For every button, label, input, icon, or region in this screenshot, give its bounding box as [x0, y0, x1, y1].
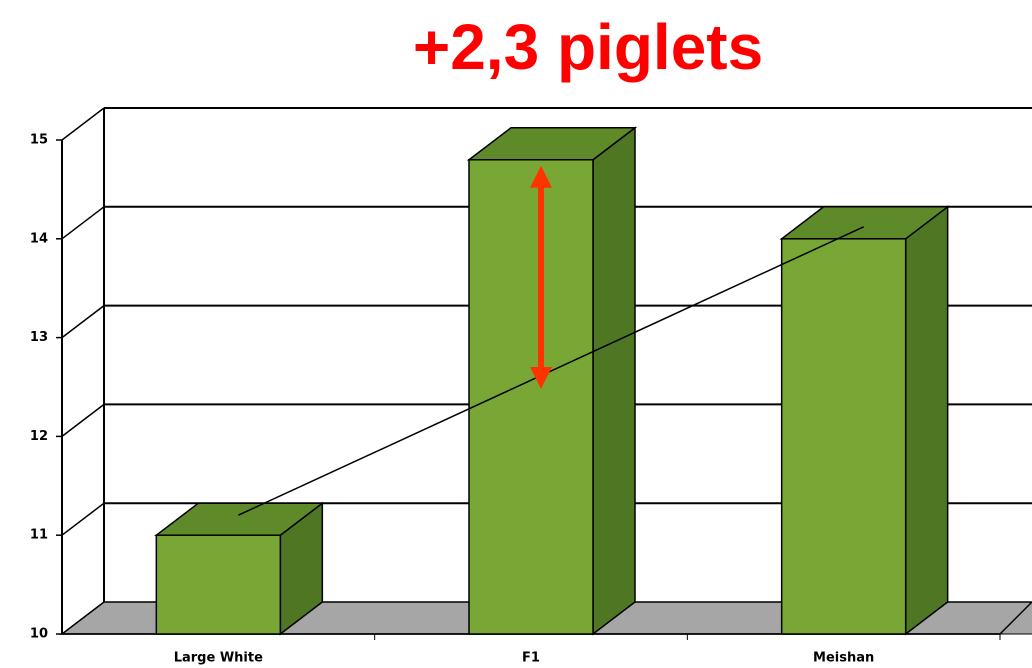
- chart-title: +2,3 piglets: [413, 11, 763, 83]
- grid-line: [61, 403, 105, 437]
- y-tick-label: 15: [30, 133, 48, 148]
- grid-line: [61, 206, 105, 240]
- bar: [780, 238, 907, 635]
- bar: [468, 159, 594, 635]
- x-tick-label: Large White: [174, 651, 263, 666]
- bar-side: [592, 126, 636, 636]
- bar-side: [904, 205, 949, 636]
- y-tick-label: 10: [30, 627, 48, 642]
- y-tick-label: 11: [30, 528, 48, 543]
- arrow-head: [530, 367, 552, 389]
- trend-line: [238, 226, 864, 516]
- y-tick-label: 12: [30, 429, 48, 444]
- x-tick-label: F1: [522, 651, 540, 666]
- bar: [155, 534, 282, 635]
- grid-line: [61, 305, 105, 339]
- y-tick-label: 14: [30, 231, 48, 246]
- grid-line: [61, 502, 105, 536]
- grid-line: [61, 107, 105, 141]
- arrow-head: [530, 165, 552, 188]
- x-tick-label: Meishan: [813, 651, 874, 666]
- y-tick-label: 13: [30, 330, 48, 345]
